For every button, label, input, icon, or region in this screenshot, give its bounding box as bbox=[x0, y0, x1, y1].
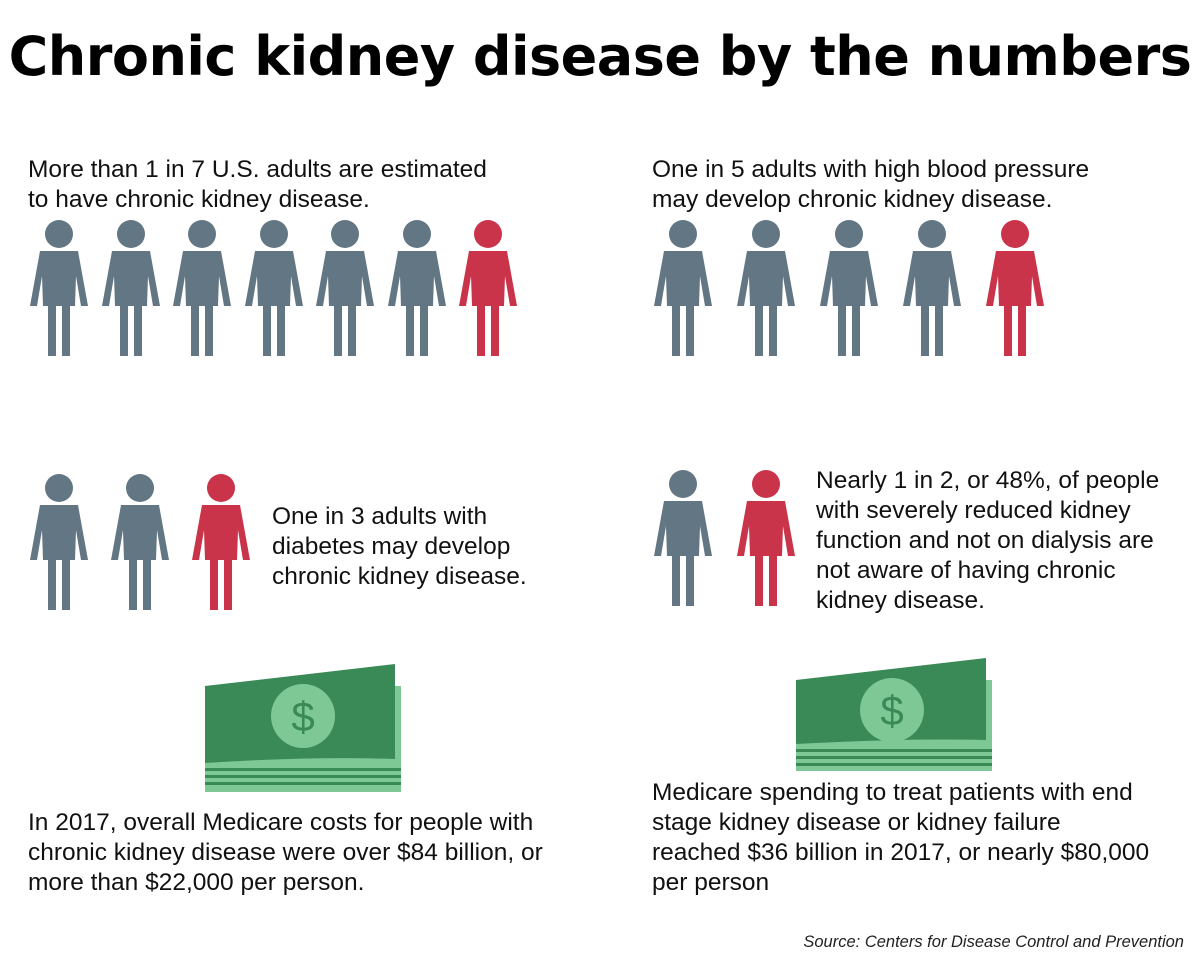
person-icon bbox=[316, 220, 374, 356]
person-icon bbox=[173, 220, 231, 356]
person-icon bbox=[654, 470, 712, 606]
awareness-line5: kidney disease. bbox=[816, 587, 985, 614]
medicare-esrd-text: Medicare spending to treat patients with… bbox=[652, 778, 1149, 898]
person-icon bbox=[101, 220, 160, 356]
medicare-esrd-line1: Medicare spending to treat patients with… bbox=[652, 779, 1133, 806]
diabetes-line3: chronic kidney disease. bbox=[272, 563, 527, 590]
ckd-adults-line1: More than 1 in 7 U.S. adults are estimat… bbox=[28, 156, 487, 183]
diabetes-pictogram bbox=[28, 474, 268, 614]
medicare-esrd-line2: stage kidney disease or kidney failure bbox=[652, 809, 1061, 836]
awareness-line4: not aware of having chronic bbox=[816, 557, 1116, 584]
medicare-overall-line3: more than $22,000 per person. bbox=[28, 869, 365, 896]
medicare-overall-text: In 2017, overall Medicare costs for peop… bbox=[28, 808, 543, 898]
person-icon-highlighted bbox=[737, 470, 795, 606]
person-icon bbox=[387, 220, 446, 356]
diabetes-line2: diabetes may develop bbox=[272, 533, 511, 560]
person-icon bbox=[820, 220, 878, 356]
medicare-overall-line1: In 2017, overall Medicare costs for peop… bbox=[28, 809, 534, 836]
money-bill-icon: $ bbox=[205, 664, 403, 799]
money-bill-icon: $ bbox=[796, 658, 994, 778]
awareness-line3: function and not on dialysis are bbox=[816, 527, 1154, 554]
person-icon-highlighted bbox=[459, 220, 517, 356]
person-icon-highlighted bbox=[192, 474, 250, 610]
diabetes-text: One in 3 adults with diabetes may develo… bbox=[272, 502, 527, 592]
dollar-sign-icon: $ bbox=[291, 693, 314, 740]
diabetes-line1: One in 3 adults with bbox=[272, 503, 488, 530]
medicare-esrd-line4: per person bbox=[652, 869, 770, 896]
ckd-adults-pictogram bbox=[28, 220, 528, 360]
awareness-pictogram bbox=[652, 470, 822, 610]
infographic-title: Chronic kidney disease by the numbers bbox=[8, 25, 1192, 88]
awareness-line1: Nearly 1 in 2, or 48%, of people bbox=[816, 467, 1160, 494]
dollar-sign-icon: $ bbox=[880, 687, 903, 734]
ckd-adults-text: More than 1 in 7 U.S. adults are estimat… bbox=[28, 155, 487, 215]
person-icon bbox=[244, 220, 303, 356]
blood-pressure-line2: may develop chronic kidney disease. bbox=[652, 186, 1053, 213]
blood-pressure-line1: One in 5 adults with high blood pressure bbox=[652, 156, 1090, 183]
blood-pressure-text: One in 5 adults with high blood pressure… bbox=[652, 155, 1089, 215]
awareness-line2: with severely reduced kidney bbox=[816, 497, 1131, 524]
medicare-overall-line2: chronic kidney disease were over $84 bil… bbox=[28, 839, 543, 866]
medicare-esrd-line3: reached $36 billion in 2017, or nearly $… bbox=[652, 839, 1150, 866]
ckd-adults-line2: to have chronic kidney disease. bbox=[28, 186, 370, 213]
source-credit: Source: Centers for Disease Control and … bbox=[803, 933, 1184, 951]
person-icon-highlighted bbox=[986, 220, 1044, 356]
person-icon bbox=[654, 220, 712, 356]
person-icon bbox=[111, 474, 169, 610]
blood-pressure-pictogram bbox=[652, 220, 1052, 360]
awareness-text: Nearly 1 in 2, or 48%, of people with se… bbox=[816, 466, 1159, 616]
person-icon bbox=[903, 220, 961, 356]
person-icon bbox=[30, 220, 88, 356]
person-icon bbox=[30, 474, 88, 610]
person-icon bbox=[737, 220, 795, 356]
